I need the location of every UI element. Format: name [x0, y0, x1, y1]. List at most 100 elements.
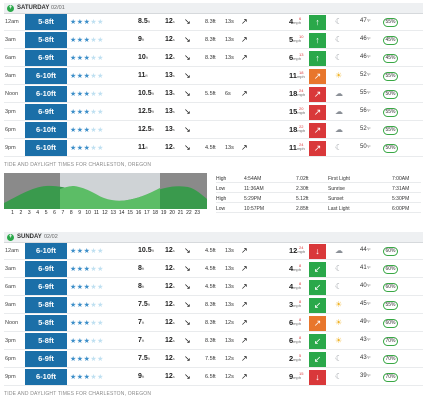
swell-height: 11ft	[138, 144, 148, 151]
secondary-swell-period: 13s	[225, 37, 234, 43]
swell-period: 12s	[165, 373, 175, 380]
tide-time: 11:36AM	[244, 186, 264, 192]
temperature: 47°F	[360, 18, 371, 24]
star-icon: ★	[76, 284, 84, 291]
hour-label: 9	[78, 210, 82, 216]
day-header-sunday[interactable]: + SUNDAY 02/02	[4, 232, 423, 243]
hour-label: 19	[160, 210, 167, 216]
star-icon: ★	[83, 302, 91, 309]
cloud-icon: ☁	[335, 125, 343, 134]
forecast-row[interactable]: 3am 5-8ft ★★★★★ 9ft 12s ↘ 8.3ft 13s ↗ 5mph 10 ↑ ☾ 46°…	[4, 32, 423, 49]
temperature: 56°F	[360, 108, 371, 114]
wind-gust: 8	[299, 317, 302, 322]
wind-direction-icon: ↑	[309, 51, 326, 66]
wind-speed: 6mph 8	[289, 335, 302, 345]
forecast-row[interactable]: 6am 6-9ft ★★★★★ 10ft 12s ↘ 8.3ft 13s ↗ 6mph 13 ↑ ☾ 46…	[4, 50, 423, 67]
swell-direction-icon: ↘	[184, 372, 191, 381]
row-time: 9am	[5, 302, 16, 308]
expand-icon[interactable]: +	[7, 5, 14, 12]
tide-time: 5:29PM	[244, 196, 262, 202]
secondary-swell-direction-icon: ↗	[241, 35, 248, 44]
moon-icon: ☾	[335, 143, 343, 152]
wind-speed: 12mph 24	[289, 245, 306, 255]
forecast-row[interactable]: 12am 6-10ft ★★★★★ 10.5ft 12s ↘ 4.5ft 13s ↗ 12mph 2…	[4, 243, 423, 260]
wind-gust: 13	[299, 52, 304, 57]
row-time: 6am	[5, 55, 16, 61]
star-rating: ★★★★★	[70, 337, 104, 345]
forecast-row[interactable]: 9am 6-10ft ★★★★★ 11ft 13s ↘ 11mph 18 ↗ ☀ 52°F 55%	[4, 68, 423, 85]
swell-direction-icon: ↘	[184, 354, 191, 363]
row-time: 9am	[5, 73, 16, 79]
forecast-row[interactable]: 6pm 6-9ft ★★★★★ 7.5ft 12s ↘ 7.5ft 12s ↗ 2mph 5 ↙ ☾ 43…	[4, 351, 423, 368]
secondary-swell-period: 6s	[225, 91, 231, 97]
tide-time: 4:54AM	[244, 176, 262, 182]
daylight-time: 7:31AM	[392, 186, 410, 192]
secondary-swell-direction-icon: ↗	[241, 143, 248, 152]
swell-direction-icon: ↘	[184, 300, 191, 309]
forecast-row[interactable]: Noon 5-8ft ★★★★★ 7ft 12s ↘ 8.3ft 12s ↗ 6mph 8 ↗ ☀ 49°…	[4, 315, 423, 332]
swell-height: 8.5ft	[138, 18, 150, 25]
star-icon: ★	[83, 55, 91, 62]
forecast-row[interactable]: 9pm 6-10ft ★★★★★ 11ft 12s ↘ 4.5ft 13s ↗ 11mph 24 ↗ ☾…	[4, 140, 423, 157]
moon-icon: ☾	[335, 17, 343, 26]
swell-period: 13s	[165, 126, 175, 133]
wind-speed: 11mph 24	[289, 142, 305, 152]
tide-time: 10:57PM	[244, 206, 265, 212]
moon-icon: ☾	[335, 35, 343, 44]
probability-badge: 60%	[383, 247, 398, 256]
star-icon: ★	[70, 374, 77, 381]
hour-label: 17	[144, 210, 150, 216]
wind-direction-icon: ↙	[309, 352, 326, 367]
row-time: 3pm	[5, 338, 16, 344]
forecast-row[interactable]: 6am 6-9ft ★★★★★ 8ft 12s ↘ 4.5ft 13s ↗ 4mph 8 ↙ ☾ 40°F…	[4, 279, 423, 296]
forecast-row[interactable]: 3pm 6-9ft ★★★★★ 12.5ft 13s ↘ 15mph 20 ↗ ☁ 56°F 55%	[4, 104, 423, 121]
probability-badge: 50%	[383, 144, 398, 153]
wind-direction-icon: ↓	[309, 370, 326, 385]
forecast-row[interactable]: 6pm 6-10ft ★★★★★ 12.5ft 13s ↘ 18mph 22 ↗ ☁ 52°F 55%	[4, 122, 423, 139]
tide-title[interactable]: TIDE AND DAYLIGHT TIMES FOR CHARLESTON, …	[4, 391, 152, 397]
forecast-row[interactable]: Noon 6-10ft ★★★★★ 10.5ft 13s ↘ 5.5ft 6s ↗ 18mph 24…	[4, 86, 423, 103]
secondary-swell-direction-icon: ↗	[241, 264, 248, 273]
sun-icon: ☀	[335, 71, 343, 80]
forecast-row[interactable]: 9am 5-8ft ★★★★★ 7.5ft 12s ↘ 8.3ft 13s ↗ 3mph 8 ↙ ☀ 45…	[4, 297, 423, 314]
swell-period: 12s	[165, 247, 175, 254]
surf-height: 5-8ft	[25, 315, 67, 331]
secondary-swell-period: 13s	[225, 19, 234, 25]
forecast-row[interactable]: 12am 5-8ft ★★★★★ 8.5ft 12s ↘ 8.3ft 13s ↗ 4mph 6 ↑ ☾ 4…	[4, 14, 423, 31]
expand-icon[interactable]: +	[7, 234, 14, 241]
star-icon: ★	[83, 338, 91, 345]
probability-badge: 70%	[383, 337, 398, 346]
tide-table: High 4:54AM 7.02ft First Light 7:00AM Lo…	[216, 173, 421, 213]
swell-direction-icon: ↘	[184, 71, 191, 80]
tide-title[interactable]: TIDE AND DAYLIGHT TIMES FOR CHARLESTON, …	[4, 162, 152, 168]
secondary-swell-direction-icon: ↗	[241, 354, 248, 363]
star-icon: ★	[97, 37, 104, 44]
wind-gust: 18	[299, 70, 304, 75]
secondary-swell-period: 13s	[225, 145, 234, 151]
star-icon: ★	[97, 302, 104, 309]
forecast-row[interactable]: 3am 6-9ft ★★★★★ 8ft 12s ↘ 4.5ft 13s ↗ 4mph 8 ↙ ☾ 41°F…	[4, 261, 423, 278]
temperature: 44°F	[360, 247, 371, 253]
wind-gust: 6	[299, 16, 302, 21]
day-header-saturday[interactable]: + SATURDAY 02/01	[4, 3, 423, 14]
surf-height: 6-10ft	[25, 86, 67, 102]
forecast-row[interactable]: 3pm 5-8ft ★★★★★ 7ft 12s ↘ 8.3ft 13s ↗ 6mph 8 ↙ ☀ 43°F…	[4, 333, 423, 350]
temperature: 50°F	[360, 144, 371, 150]
hour-label: 21	[177, 210, 184, 216]
swell-height: 7ft	[138, 319, 145, 326]
star-icon: ★	[90, 91, 98, 98]
hour-label: 16	[135, 210, 142, 216]
hour-label: 12	[102, 210, 108, 216]
secondary-swell-period: 13s	[225, 266, 234, 272]
secondary-swell-direction-icon: ↗	[241, 372, 248, 381]
probability-badge: 55%	[383, 72, 398, 81]
swell-period: 12s	[165, 319, 175, 326]
hour-label: 13	[110, 210, 117, 216]
star-icon: ★	[76, 19, 84, 26]
star-icon: ★	[70, 37, 77, 44]
forecast-row[interactable]: 9pm 6-10ft ★★★★★ 9ft 12s ↘ 6.5ft 12s ↗ 9mph 15 ↓ ☾ 39…	[4, 369, 423, 386]
probability-badge: 50%	[383, 90, 398, 99]
temperature: 41°F	[360, 265, 371, 271]
star-icon: ★	[83, 127, 91, 134]
star-icon: ★	[76, 338, 84, 345]
